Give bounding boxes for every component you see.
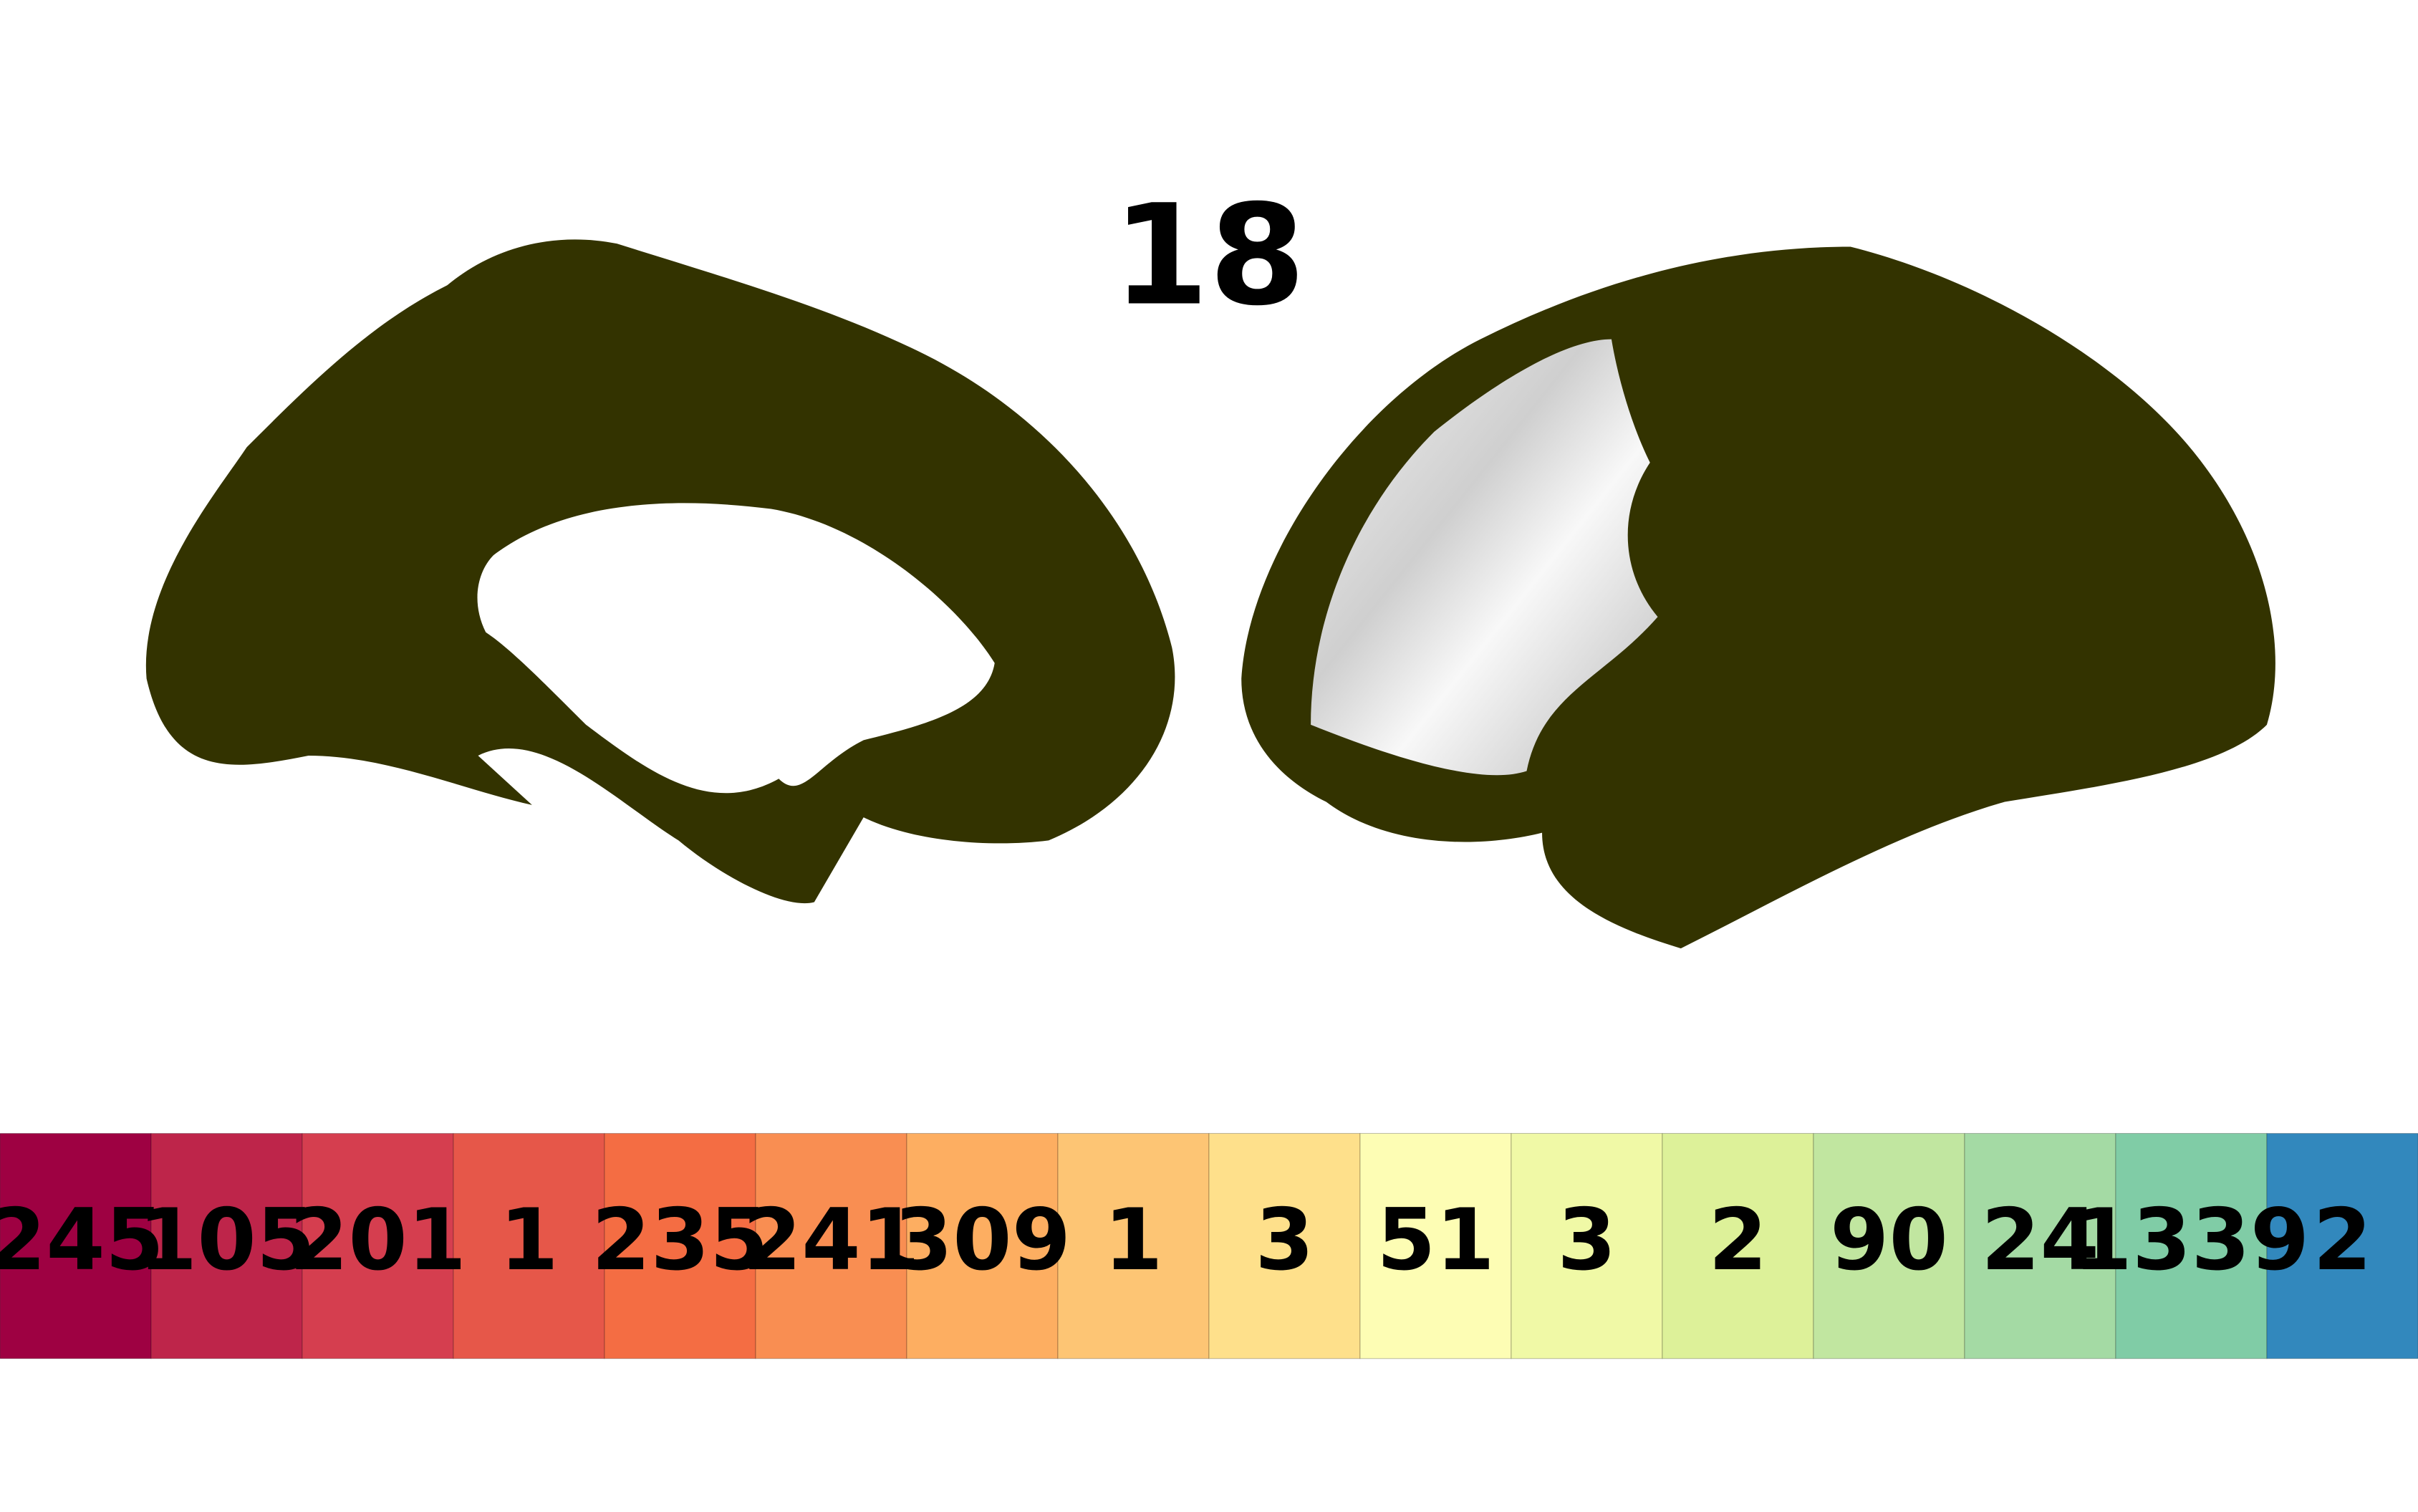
cell-label: 1 (499, 1190, 558, 1289)
cell-label: 2 (1708, 1190, 1767, 1289)
colorbar-cell (906, 1132, 1059, 1359)
cell-label: 2 (2313, 1190, 2371, 1289)
brain-medial (145, 239, 1175, 904)
colorbar-cell (1359, 1132, 1512, 1359)
colorbar-cell (1662, 1132, 1814, 1359)
colorbar-cell (1964, 1132, 2116, 1359)
cell-label: 245 (0, 1190, 164, 1289)
colorbar-cell (453, 1132, 605, 1359)
colorbar-cell (755, 1132, 907, 1359)
colorbar-cell (604, 1132, 756, 1359)
colorbar-cell (2266, 1132, 2418, 1359)
cell-label: 51 (1377, 1190, 1495, 1289)
cell-label: 3 (1557, 1190, 1616, 1289)
cell-label: 24 (1981, 1190, 2099, 1289)
cell-label: 1 (1104, 1190, 1162, 1289)
cell-label: 235 (592, 1190, 769, 1289)
cell-label: 105 (138, 1190, 315, 1289)
cell-label: 309 (894, 1190, 1071, 1289)
colorbar-cell (1208, 1132, 1361, 1359)
cell-label: 241 (743, 1190, 920, 1289)
highlight-region (1311, 339, 1658, 776)
colorbar-cell (302, 1132, 454, 1359)
cell-label: 3 (1255, 1190, 1314, 1289)
cell-label: 1339 (2073, 1190, 2310, 1289)
colorbar-cell (1057, 1132, 1210, 1359)
colorbar-cell (0, 1132, 152, 1359)
colorbar-cell (1813, 1132, 1965, 1359)
cell-label: 90 (1830, 1190, 1948, 1289)
colorbar-cell (150, 1132, 303, 1359)
cell-label: 201 (289, 1190, 466, 1289)
title: 18 (1112, 175, 1306, 337)
colorbar-cell (2115, 1132, 2268, 1359)
colorbar-cell (1511, 1132, 1663, 1359)
